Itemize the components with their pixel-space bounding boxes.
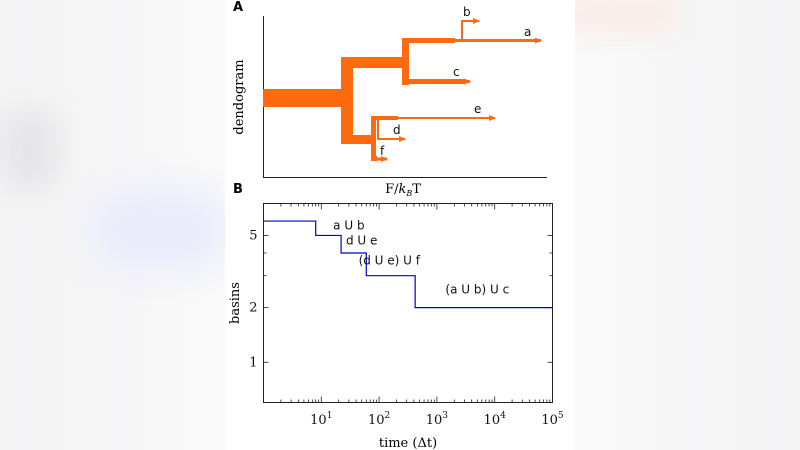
x-tick-label: 103 (426, 411, 449, 428)
y-tick-label: 1 (249, 355, 257, 370)
leaf-label-a: a (524, 25, 531, 39)
split-node-abc (402, 38, 409, 85)
split-node-1 (341, 57, 353, 144)
split-node-def (371, 116, 376, 161)
branch-abc (347, 57, 408, 68)
x-tick-label: 101 (310, 411, 332, 428)
panel-a-label: A (233, 0, 243, 15)
leaf-label-d: d (393, 123, 401, 137)
figure: A dendogram F/kBT a b c d e f B bas (225, 0, 575, 450)
dendrogram-y-label: dendogram (232, 59, 247, 134)
x-tick-label: 105 (541, 411, 564, 428)
panel-b-label: B (233, 182, 243, 197)
x-tick-label: 104 (484, 411, 507, 428)
root-branch (263, 89, 343, 107)
time-x-label: time (Δt) (379, 436, 437, 450)
plot-frame (263, 203, 553, 403)
branch-def (347, 135, 375, 144)
dendrogram-leaf-lines (375, 18, 542, 162)
leaf-label-b: b (463, 5, 471, 19)
branch-c-stem (405, 79, 465, 84)
step-annotation: (a U b) U c (445, 282, 509, 296)
branch-de (373, 116, 398, 120)
leaf-label-c: c (453, 65, 460, 79)
x-tick-label: 102 (368, 411, 390, 428)
branch-ab (405, 38, 455, 43)
step-annotation: a U b (333, 218, 364, 232)
leaf-label-e: e (474, 102, 481, 116)
step-annotations: a U b d U e (d U e) U f (a U b) U c (333, 218, 509, 296)
x-ticks: 101 102 103 104 105 (280, 203, 564, 428)
background-blur (90, 190, 230, 270)
basins-y-label: basins (228, 282, 243, 324)
y-tick-label: 2 (249, 301, 257, 316)
y-ticks: 1 2 5 (249, 228, 553, 370)
background-right (575, 0, 800, 450)
figure-svg: A dendogram F/kBT a b c d e f B bas (228, 0, 564, 450)
step-annotation: (d U e) U f (359, 254, 421, 268)
dendrogram-branches (263, 38, 465, 161)
basins-step-line (263, 220, 553, 309)
dendrogram-x-label: F/kBT (385, 182, 421, 198)
background-blur (0, 110, 60, 190)
y-tick-label: 5 (249, 228, 257, 243)
leaf-label-f: f (380, 144, 385, 158)
step-annotation: d U e (346, 234, 377, 248)
